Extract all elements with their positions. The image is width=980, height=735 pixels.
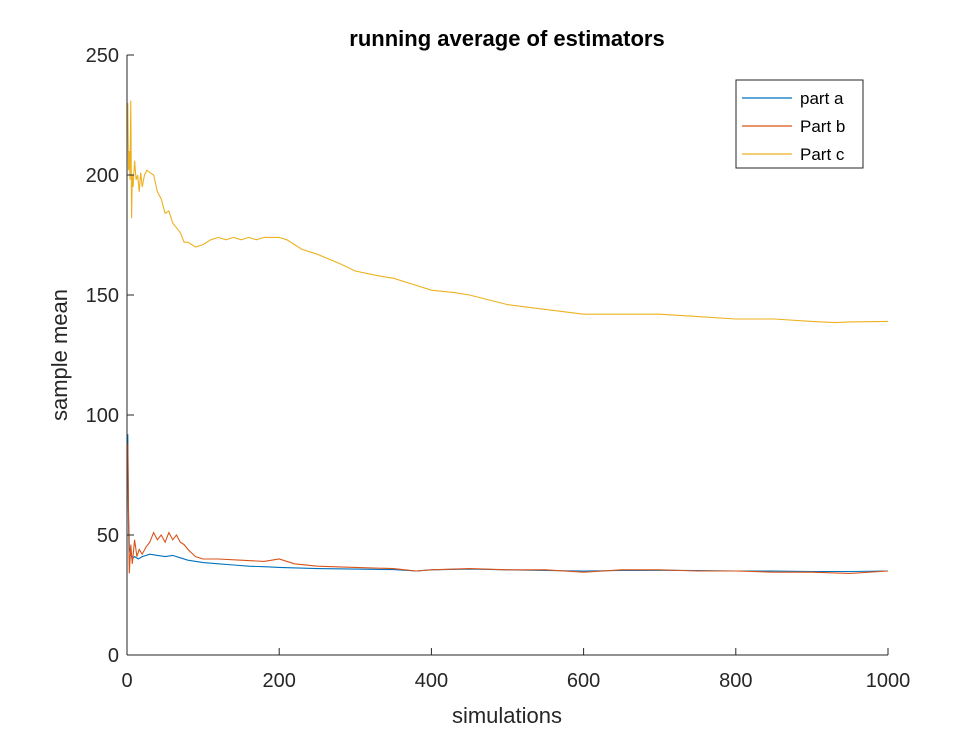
y-tick-label: 100 — [86, 405, 119, 427]
series-layer — [127, 100, 889, 574]
x-axis-label: simulations — [452, 703, 562, 728]
y-tick-label: 250 — [86, 45, 119, 67]
x-tick-label: 400 — [415, 670, 448, 692]
x-tick-label: 600 — [567, 670, 600, 692]
legend-box — [735, 79, 864, 169]
legend-label-1: part a — [800, 89, 844, 108]
x-tick-label: 800 — [719, 670, 752, 692]
y-tick-label: 200 — [86, 165, 119, 187]
y-tick-label: 50 — [97, 525, 119, 547]
series-line-2 — [127, 443, 889, 574]
y-axis-label: sample mean — [47, 289, 72, 421]
axes-layer — [126, 55, 888, 656]
x-tick-label: 0 — [121, 670, 132, 692]
legend-label-3: Part c — [800, 145, 845, 164]
x-tick-label: 200 — [263, 670, 296, 692]
legend-label-2: Part b — [800, 117, 845, 136]
chart-title: running average of estimators — [349, 26, 664, 51]
x-tick-label: 1000 — [866, 670, 911, 692]
series-line-3 — [127, 100, 889, 324]
y-tick-label: 0 — [108, 645, 119, 667]
ticks-layer: 0 200 400 600 800 1000 0 50 100 150 200 250 — [86, 45, 911, 692]
y-tick-label: 150 — [86, 285, 119, 307]
legend: part a Part b Part c — [735, 79, 864, 169]
